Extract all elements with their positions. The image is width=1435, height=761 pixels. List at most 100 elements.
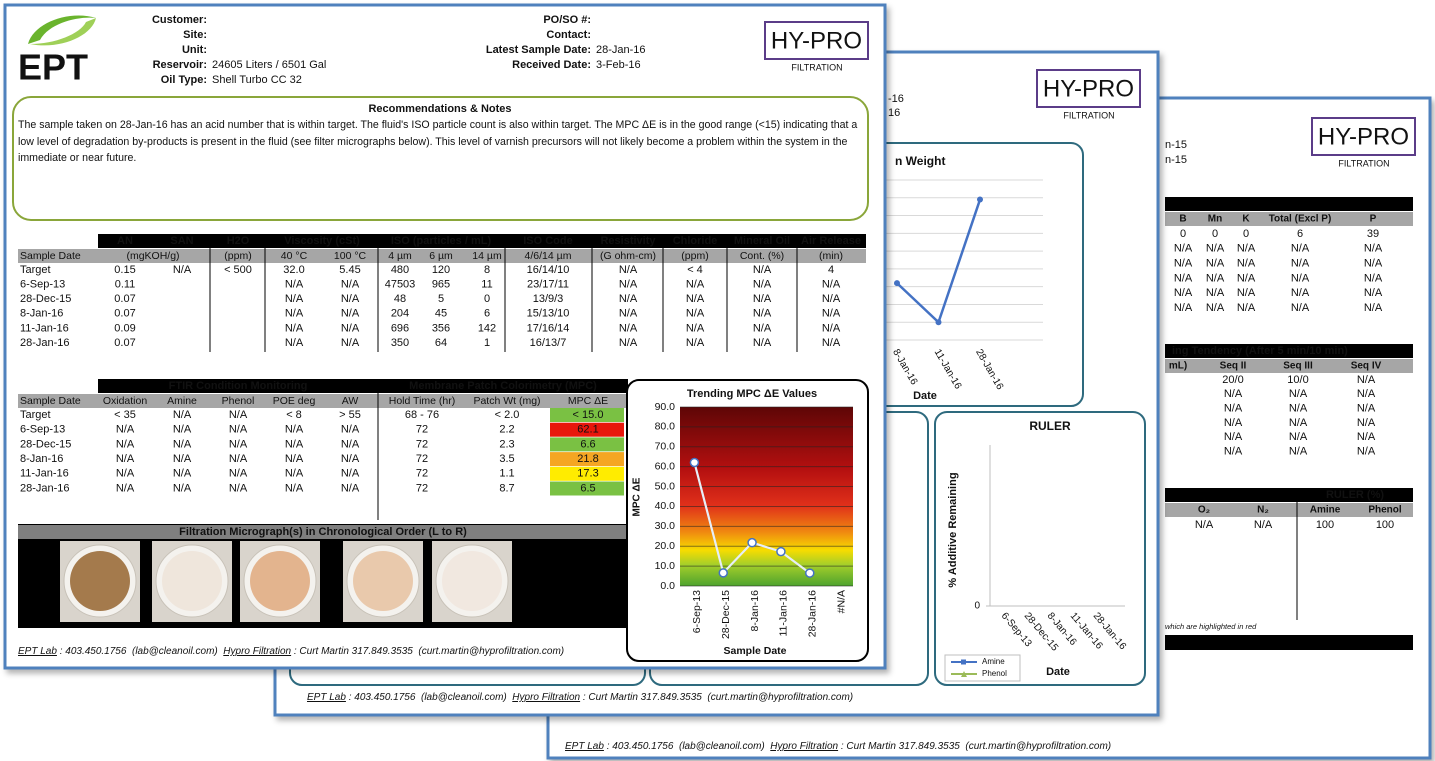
cell: N/A <box>753 279 772 291</box>
legend-label: Phenol <box>982 669 1007 678</box>
cell: N/A <box>822 322 841 334</box>
cell: N/A <box>1364 287 1383 299</box>
cell: N/A <box>1224 388 1243 400</box>
cell: N/A <box>753 322 772 334</box>
table-bar <box>98 234 866 248</box>
cell: 72 <box>416 482 428 494</box>
notes-title: Recommendations & Notes <box>368 103 511 115</box>
table-subbar <box>1165 503 1413 517</box>
cell: 2.2 <box>499 424 514 436</box>
legend-marker <box>961 659 966 665</box>
cell: N/A <box>285 438 304 450</box>
unit-header: (ppm) <box>681 250 708 262</box>
y-tick-label: 20.0 <box>655 540 676 552</box>
cell: 6-Sep-13 <box>20 424 65 436</box>
y-tick-label: 60.0 <box>655 460 676 472</box>
cell: 11-Jan-16 <box>20 322 69 334</box>
cell: N/A <box>686 322 705 334</box>
cell: N/A <box>822 308 841 320</box>
cell: N/A <box>229 453 248 465</box>
group-header: Mineral Oil <box>734 235 790 247</box>
footer-part: EPT Lab <box>307 692 346 703</box>
axis-label: Date <box>913 390 937 402</box>
header-cell: O₂ <box>1198 505 1210 516</box>
footer-part: Hypro Filtration <box>770 741 838 752</box>
data-point <box>805 568 815 578</box>
cell: 480 <box>391 264 409 276</box>
cell: 20/0 <box>1222 374 1243 386</box>
header-cell: Seq IV <box>1351 361 1382 372</box>
cell: 8 <box>484 264 490 276</box>
cell: 32.0 <box>283 264 304 276</box>
x-tick-label: 11-Jan-16 <box>778 590 790 637</box>
header-cell: K <box>1242 214 1250 225</box>
cell: N/A <box>341 337 360 349</box>
cell: 8-Jan-16 <box>20 453 63 465</box>
cell: N/A <box>619 337 638 349</box>
chart-title: Trending MPC ΔE Values <box>687 388 817 400</box>
cell: N/A <box>173 409 192 421</box>
unit-header: 4/6/14 µm <box>525 250 572 262</box>
logo-text: EPT <box>18 47 88 88</box>
data-point <box>776 546 786 557</box>
unit-header: Phenol <box>222 395 255 407</box>
header-cell: Mn <box>1208 214 1222 225</box>
cell: 5.45 <box>339 264 360 276</box>
logo-tagline: FILTRATION <box>791 62 842 72</box>
cell: < 2.0 <box>495 409 520 421</box>
data-point <box>977 196 983 203</box>
cell: N/A <box>1289 445 1308 457</box>
cell: N/A <box>822 279 841 291</box>
cell: N/A <box>173 482 192 494</box>
cell: < 8 <box>286 409 302 421</box>
cell: N/A <box>1357 445 1376 457</box>
axis-label: Date <box>1046 666 1070 678</box>
cell: 0 <box>1180 228 1186 240</box>
mpc-cell <box>550 422 624 437</box>
y-tick-label: 30.0 <box>655 520 676 532</box>
axis-label: Sample Date <box>723 645 786 657</box>
micrograph-patch <box>162 551 222 611</box>
group-header: Viscosity (cSt) <box>284 235 360 247</box>
cell: N/A <box>822 337 841 349</box>
cell: 0.15 <box>114 264 135 276</box>
cell: 28-Jan-16 <box>20 482 70 494</box>
cell: N/A <box>285 482 304 494</box>
micrograph-patch <box>70 551 130 611</box>
cell: N/A <box>1237 243 1256 255</box>
cell: N/A <box>619 279 638 291</box>
unit-header: (ppm) <box>224 250 251 262</box>
axis-label: % Additive Remaining <box>947 472 959 587</box>
cell: 0 <box>1212 228 1218 240</box>
header-cell: Total (Excl P) <box>1269 214 1332 225</box>
chart-box <box>859 142 1084 407</box>
y-tick-label: 70.0 <box>655 441 676 453</box>
legend-box <box>944 654 1021 682</box>
cell: N/A <box>1291 287 1310 299</box>
info-value: 28-Jan-16 <box>596 44 646 56</box>
cell: N/A <box>686 337 705 349</box>
cell: N/A <box>1357 431 1376 443</box>
footer: EPT Lab : 403.450.1756 (lab@cleanoil.com… <box>18 646 564 657</box>
group-header: Resistivity <box>600 235 656 247</box>
cell: 350 <box>391 337 409 349</box>
cell: N/A <box>285 424 304 436</box>
cell: N/A <box>1364 272 1383 284</box>
cell: N/A <box>1224 417 1243 429</box>
cell: N/A <box>1291 243 1310 255</box>
group-header: Membrane Patch Colorimetry (MPC) <box>409 380 597 392</box>
x-tick-label: #N/A <box>835 590 847 613</box>
unit-header: Patch Wt (mg) <box>473 395 540 407</box>
info-label: Customer: <box>152 14 207 26</box>
unit-header: POE deg <box>273 395 316 407</box>
cell: 0 <box>484 293 490 305</box>
table-subbar <box>1165 212 1413 226</box>
cell: N/A <box>1357 403 1376 415</box>
cell: N/A <box>1289 431 1308 443</box>
logo-swoosh <box>30 18 96 46</box>
cell: N/A <box>341 438 360 450</box>
cell: N/A <box>341 453 360 465</box>
cell: N/A <box>619 322 638 334</box>
info-label: Contact: <box>546 29 591 41</box>
